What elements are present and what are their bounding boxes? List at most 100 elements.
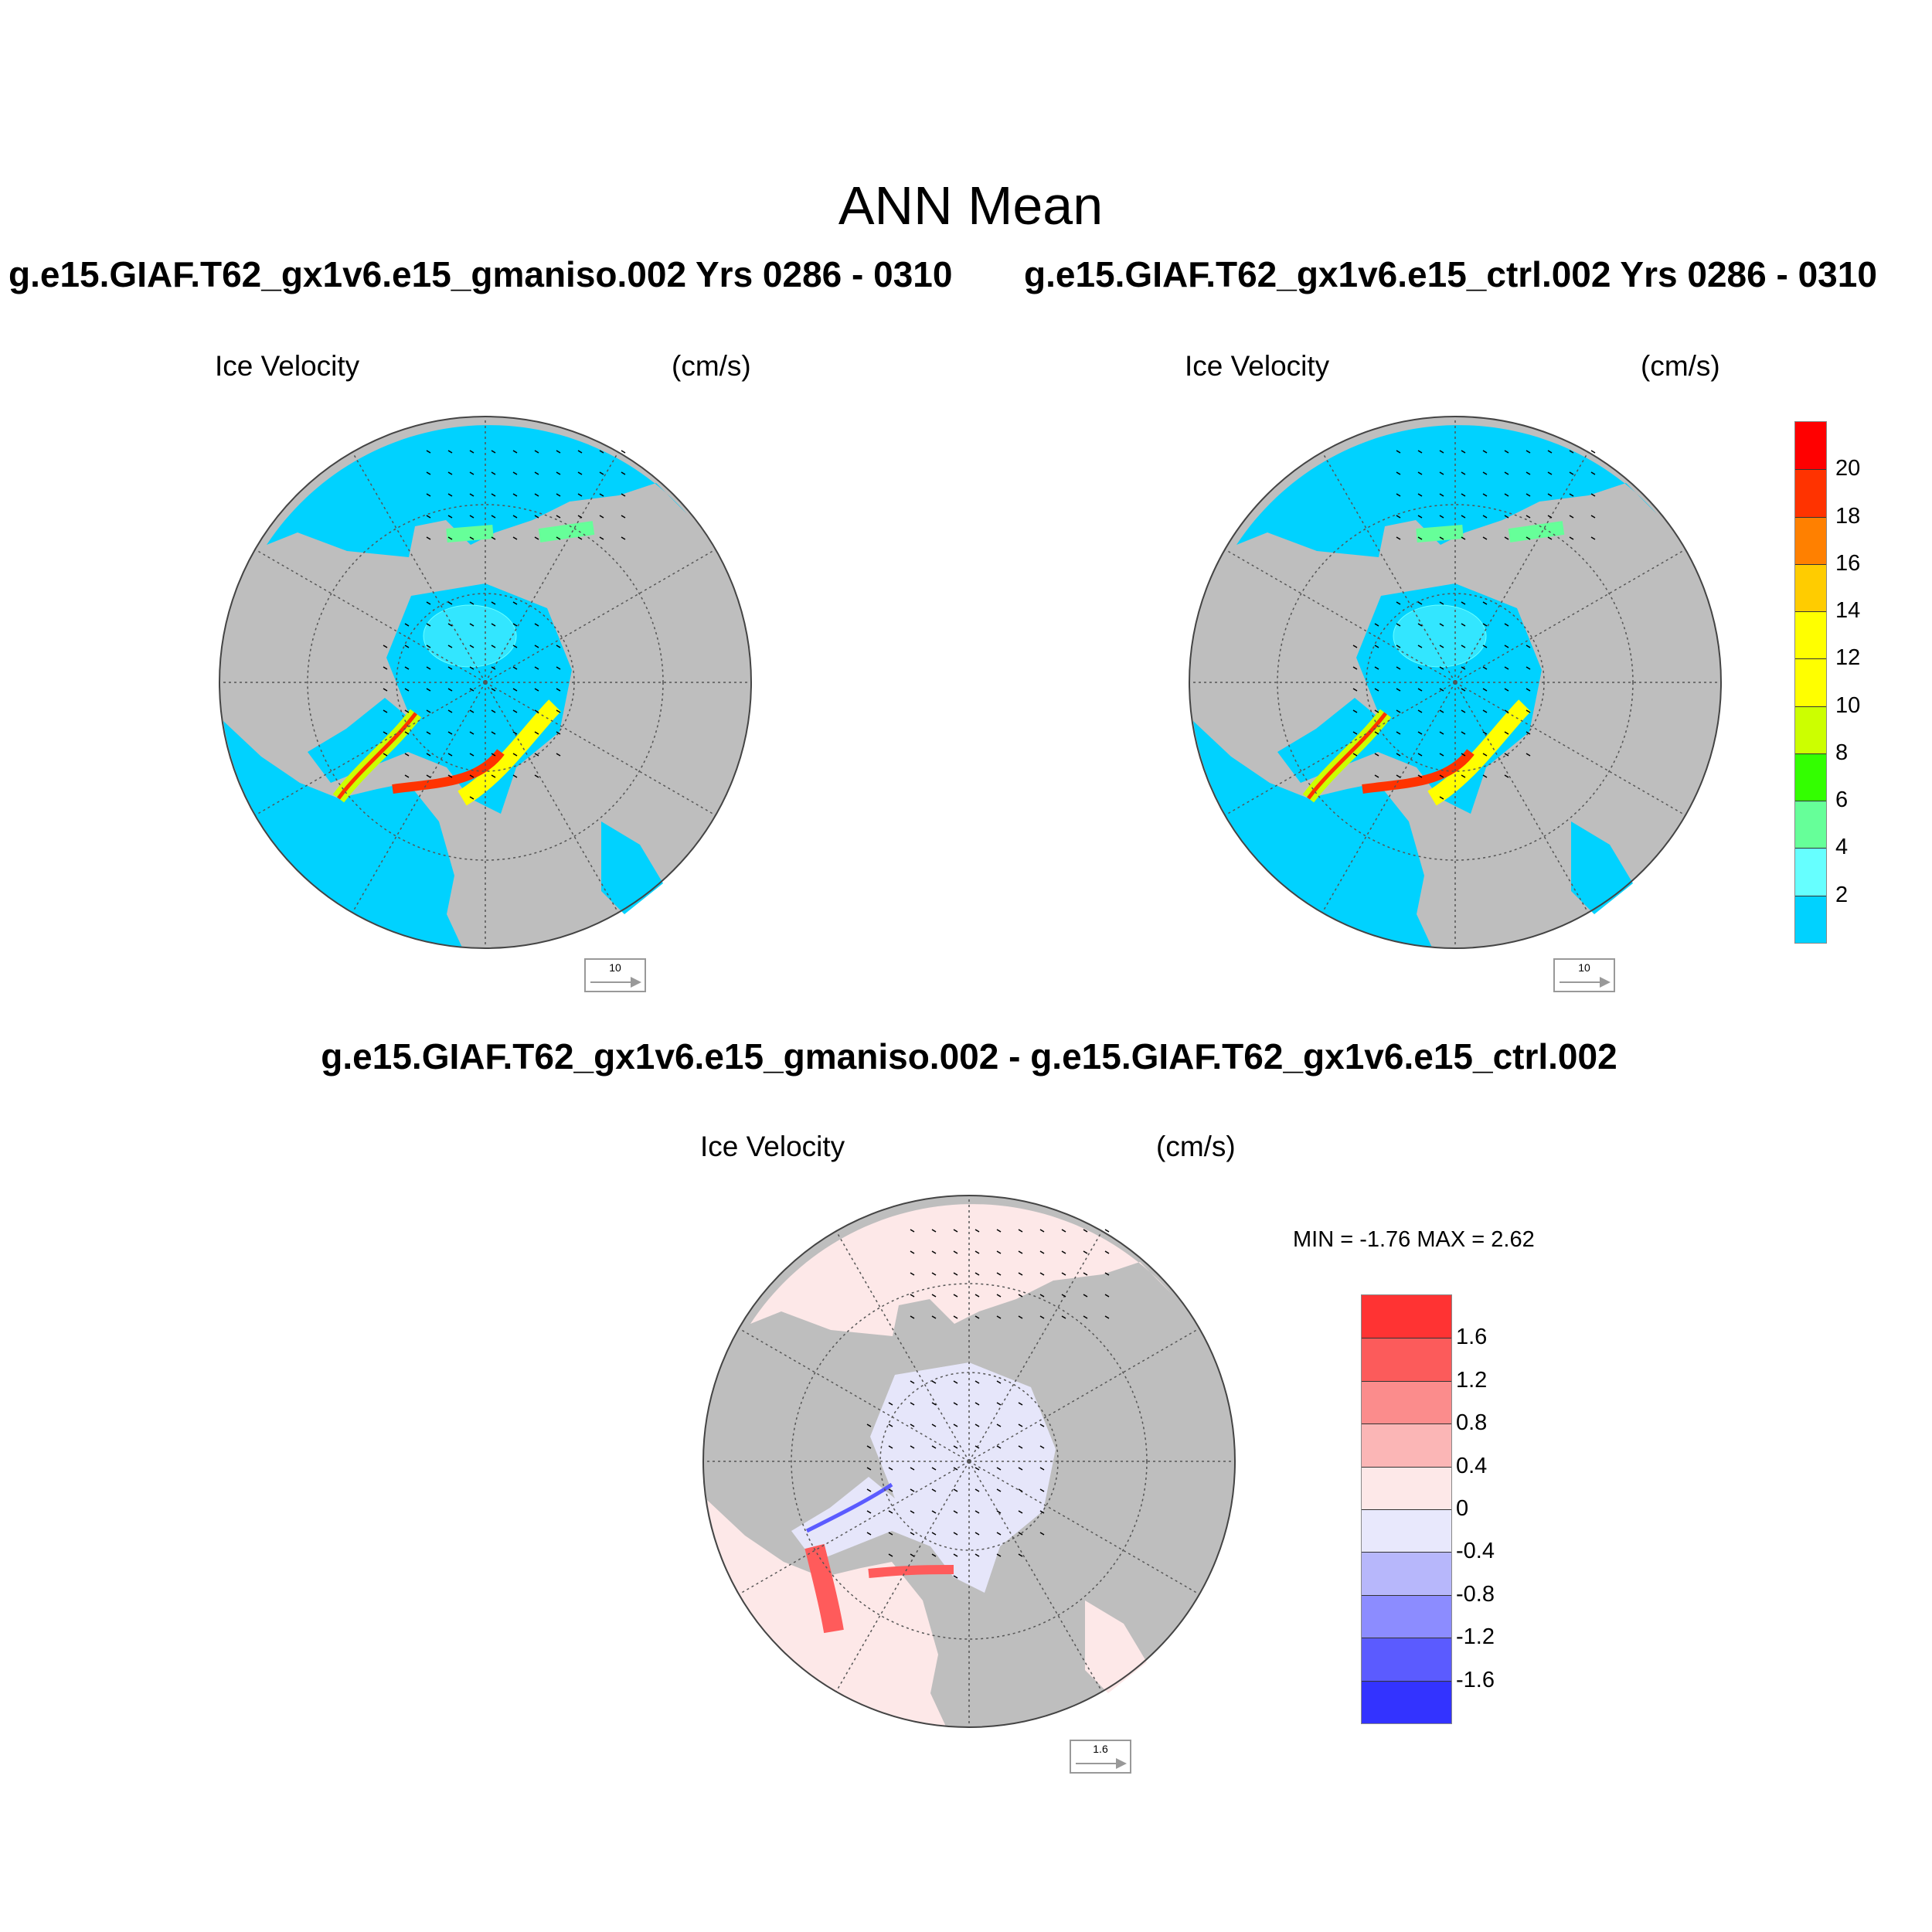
velocity-vector xyxy=(491,645,496,648)
velocity-vector xyxy=(577,450,583,454)
velocity-vector xyxy=(931,1423,937,1427)
velocity-vector xyxy=(1396,753,1401,757)
min-max-label: MIN = -1.76 MAX = 2.62 xyxy=(1293,1227,1535,1252)
velocity-vector xyxy=(512,536,518,540)
velocity-vector xyxy=(1504,688,1509,692)
velocity-vector xyxy=(426,731,431,735)
velocity-vector xyxy=(910,1423,915,1427)
velocity-vector xyxy=(556,731,561,735)
velocity-vector xyxy=(1018,1467,1023,1471)
velocity-vector xyxy=(1417,450,1423,454)
velocity-vector xyxy=(1526,688,1531,692)
velocity-vector xyxy=(1083,1294,1088,1298)
longitude-gridline xyxy=(1454,451,1589,683)
colorbar-swatch xyxy=(1795,848,1826,896)
velocity-vector xyxy=(888,1402,893,1406)
velocity-vector xyxy=(1439,796,1444,800)
velocity-vector xyxy=(1461,601,1466,605)
velocity-vector xyxy=(469,709,474,713)
velocity-vector xyxy=(931,1272,937,1276)
colorbar-tick-label: 1.6 xyxy=(1456,1325,1488,1350)
velocity-vector xyxy=(534,471,539,475)
velocity-vector xyxy=(491,471,496,475)
velocity-vector xyxy=(512,471,518,475)
velocity-vector xyxy=(1018,1272,1023,1276)
velocity-vector xyxy=(1526,471,1531,475)
ocean-region xyxy=(601,821,663,914)
velocity-vector xyxy=(1439,450,1444,454)
transpolar-drift-stream xyxy=(1427,699,1531,806)
velocity-vector xyxy=(975,1532,980,1536)
velocity-vector xyxy=(1396,666,1401,670)
velocity-vector xyxy=(1547,450,1553,454)
velocity-vector xyxy=(512,645,518,648)
velocity-vector xyxy=(1504,515,1509,519)
colorbar-tick-label: -0.4 xyxy=(1456,1539,1495,1564)
velocity-vector xyxy=(1461,774,1466,778)
longitude-gridline xyxy=(485,451,619,683)
velocity-vector xyxy=(1396,536,1401,540)
velocity-vector xyxy=(621,536,626,540)
velocity-vector xyxy=(1439,601,1444,605)
colorbar-tick-label: 16 xyxy=(1835,550,1861,576)
velocity-vector xyxy=(931,1553,937,1557)
velocity-vector xyxy=(1417,601,1423,605)
velocity-vector xyxy=(953,1380,958,1384)
colorbar-tick-label: 8 xyxy=(1835,740,1849,765)
velocity-vector xyxy=(1352,709,1358,713)
velocity-vector xyxy=(1504,536,1509,540)
beaufort-gyre xyxy=(1393,604,1487,668)
velocity-vector xyxy=(931,1445,937,1449)
velocity-vector xyxy=(447,601,453,605)
velocity-vector xyxy=(534,731,539,735)
velocity-vector xyxy=(1569,471,1574,475)
negative-difference-stream xyxy=(805,1482,893,1533)
velocity-vector xyxy=(447,645,453,648)
velocity-vector xyxy=(910,1315,915,1319)
velocity-vector xyxy=(1018,1423,1023,1427)
velocity-vector xyxy=(1018,1250,1023,1254)
velocity-vector xyxy=(1504,623,1509,627)
velocity-vector xyxy=(975,1315,980,1319)
arrow-icon xyxy=(590,977,641,988)
velocity-vector xyxy=(1417,645,1423,648)
velocity-vector xyxy=(447,471,453,475)
velocity-vector xyxy=(953,1272,958,1276)
colorbar-swatch xyxy=(1795,753,1826,801)
velocity-vector xyxy=(1396,774,1401,778)
velocity-vector xyxy=(975,1510,980,1514)
velocity-vector xyxy=(1482,774,1488,778)
velocity-vector xyxy=(556,753,561,757)
map-gmaniso xyxy=(219,416,752,949)
velocity-vector xyxy=(491,709,496,713)
longitude-gridline xyxy=(968,1230,1103,1462)
velocity-vector xyxy=(953,1532,958,1536)
velocity-vector xyxy=(556,666,561,670)
transpolar-drift-stream xyxy=(457,699,561,806)
colorbar-tick-label: 20 xyxy=(1835,456,1861,481)
velocity-vector xyxy=(404,709,410,713)
velocity-vector xyxy=(556,688,561,692)
velocity-vector xyxy=(1569,515,1574,519)
colorbar-swatch xyxy=(1795,516,1826,564)
velocity-vector xyxy=(953,1229,958,1233)
velocity-vector xyxy=(534,753,539,757)
velocity-vector xyxy=(975,1553,980,1557)
velocity-vector xyxy=(1061,1229,1066,1233)
velocity-vector xyxy=(1396,709,1401,713)
velocity-vector xyxy=(1482,645,1488,648)
velocity-vector xyxy=(1374,688,1379,692)
ocean-region xyxy=(750,1204,1171,1336)
velocity-vector xyxy=(534,536,539,540)
velocity-vector xyxy=(888,1445,893,1449)
velocity-vector xyxy=(1439,753,1444,757)
reference-vector-2: 10 xyxy=(1553,958,1615,992)
difference-subtitle: g.e15.GIAF.T62_gx1v6.e15_gmaniso.002 - g… xyxy=(321,1036,1617,1077)
longitude-gridline xyxy=(968,1328,1200,1462)
velocity-vector xyxy=(975,1250,980,1254)
velocity-vector xyxy=(426,709,431,713)
map-boundary xyxy=(1189,416,1722,949)
velocity-vector xyxy=(621,493,626,497)
velocity-vector xyxy=(426,450,431,454)
longitude-gridline xyxy=(968,1461,1103,1692)
